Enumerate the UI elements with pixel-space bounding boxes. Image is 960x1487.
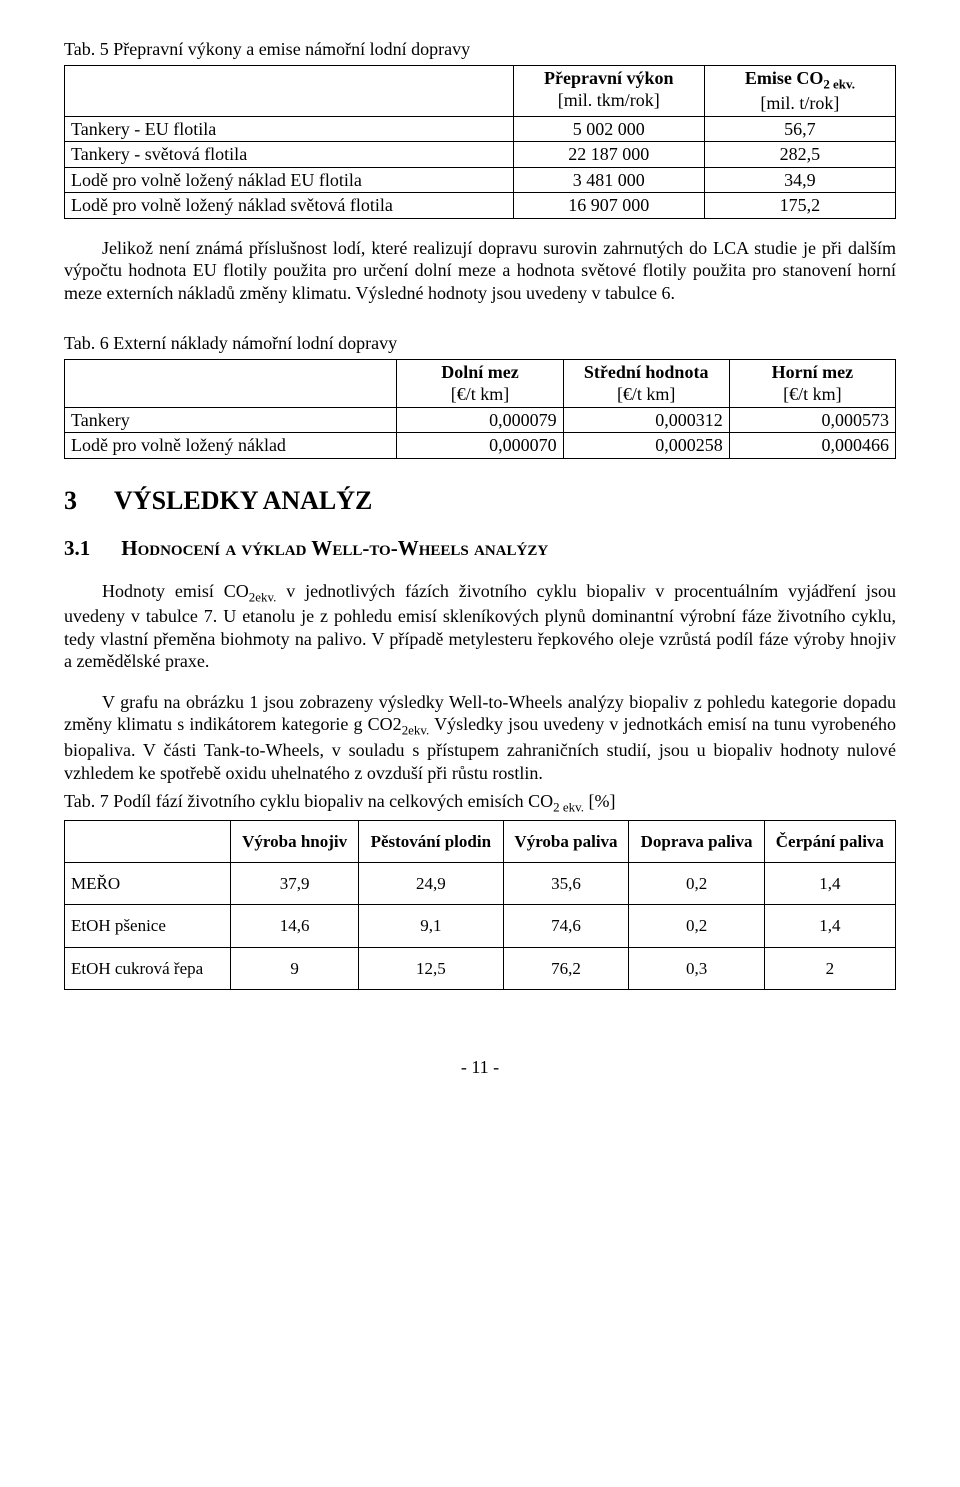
table7-caption: Tab. 7 Podíl fází životního cyklu biopal…	[64, 790, 896, 816]
t5-col1-head: Přepravní výkon	[520, 67, 698, 90]
table-row: EtOH cukrová řepa912,576,20,32	[65, 947, 896, 989]
section-3-title: VÝSLEDKY ANALÝZ	[114, 486, 372, 515]
table-row: MEŘO37,924,935,60,21,4	[65, 863, 896, 905]
t6-h2u: [€/t km]	[570, 383, 723, 406]
section-3-1-num: 3.1	[64, 535, 116, 561]
section-3-num: 3	[64, 485, 108, 518]
table-col-header: Výroba paliva	[503, 820, 629, 862]
t6-h3u: [€/t km]	[736, 383, 889, 406]
section-3-1-title: Hodnocení a výklad Well-to-Wheels analýz…	[121, 536, 548, 560]
paragraph-1: Jelikož není známá příslušnost lodí, kte…	[64, 237, 896, 305]
table6-caption: Tab. 6 Externí náklady námořní lodní dop…	[64, 332, 896, 355]
table5: Přepravní výkon [mil. tkm/rok] Emise CO2…	[64, 65, 896, 219]
t6-h3: Horní mez	[736, 361, 889, 384]
t5-col2-unit: [mil. t/rok]	[711, 92, 889, 115]
section-3-heading: 3 VÝSLEDKY ANALÝZ	[64, 485, 896, 518]
paragraph-3: V grafu na obrázku 1 jsou zobrazeny výsl…	[64, 691, 896, 784]
t6-h2: Střední hodnota	[570, 361, 723, 384]
table-col-header: Pěstování plodin	[359, 820, 504, 862]
t6-h1u: [€/t km]	[403, 383, 556, 406]
t6-h1: Dolní mez	[403, 361, 556, 384]
t5-col2-head: Emise CO2 ekv.	[711, 67, 889, 93]
table5-caption: Tab. 5 Přepravní výkony a emise námořní …	[64, 38, 896, 61]
table-row: Lodě pro volně ložený náklad světová flo…	[65, 193, 896, 219]
table-row: Tankery - EU flotila5 002 00056,7	[65, 116, 896, 142]
table6: Dolní mez [€/t km] Střední hodnota [€/t …	[64, 359, 896, 459]
table-col-header: Doprava paliva	[629, 820, 764, 862]
table-row: Tankery0,0000790,0003120,000573	[65, 407, 896, 433]
t5-col1-unit: [mil. tkm/rok]	[520, 89, 698, 112]
table-col-header: Čerpání paliva	[764, 820, 895, 862]
table-row: Tankery - světová flotila22 187 000282,5	[65, 142, 896, 168]
table-row: Lodě pro volně ložený náklad EU flotila3…	[65, 167, 896, 193]
table-col-header: Výroba hnojiv	[231, 820, 359, 862]
section-3-1-heading: 3.1 Hodnocení a výklad Well-to-Wheels an…	[64, 535, 896, 561]
table7: Výroba hnojivPěstování plodinVýroba pali…	[64, 820, 896, 990]
page-footer: - 11 -	[64, 1056, 896, 1079]
paragraph-2: Hodnoty emisí CO2ekv. v jednotlivých fáz…	[64, 580, 896, 673]
table-row: Lodě pro volně ložený náklad0,0000700,00…	[65, 433, 896, 459]
table-row: EtOH pšenice14,69,174,60,21,4	[65, 905, 896, 947]
